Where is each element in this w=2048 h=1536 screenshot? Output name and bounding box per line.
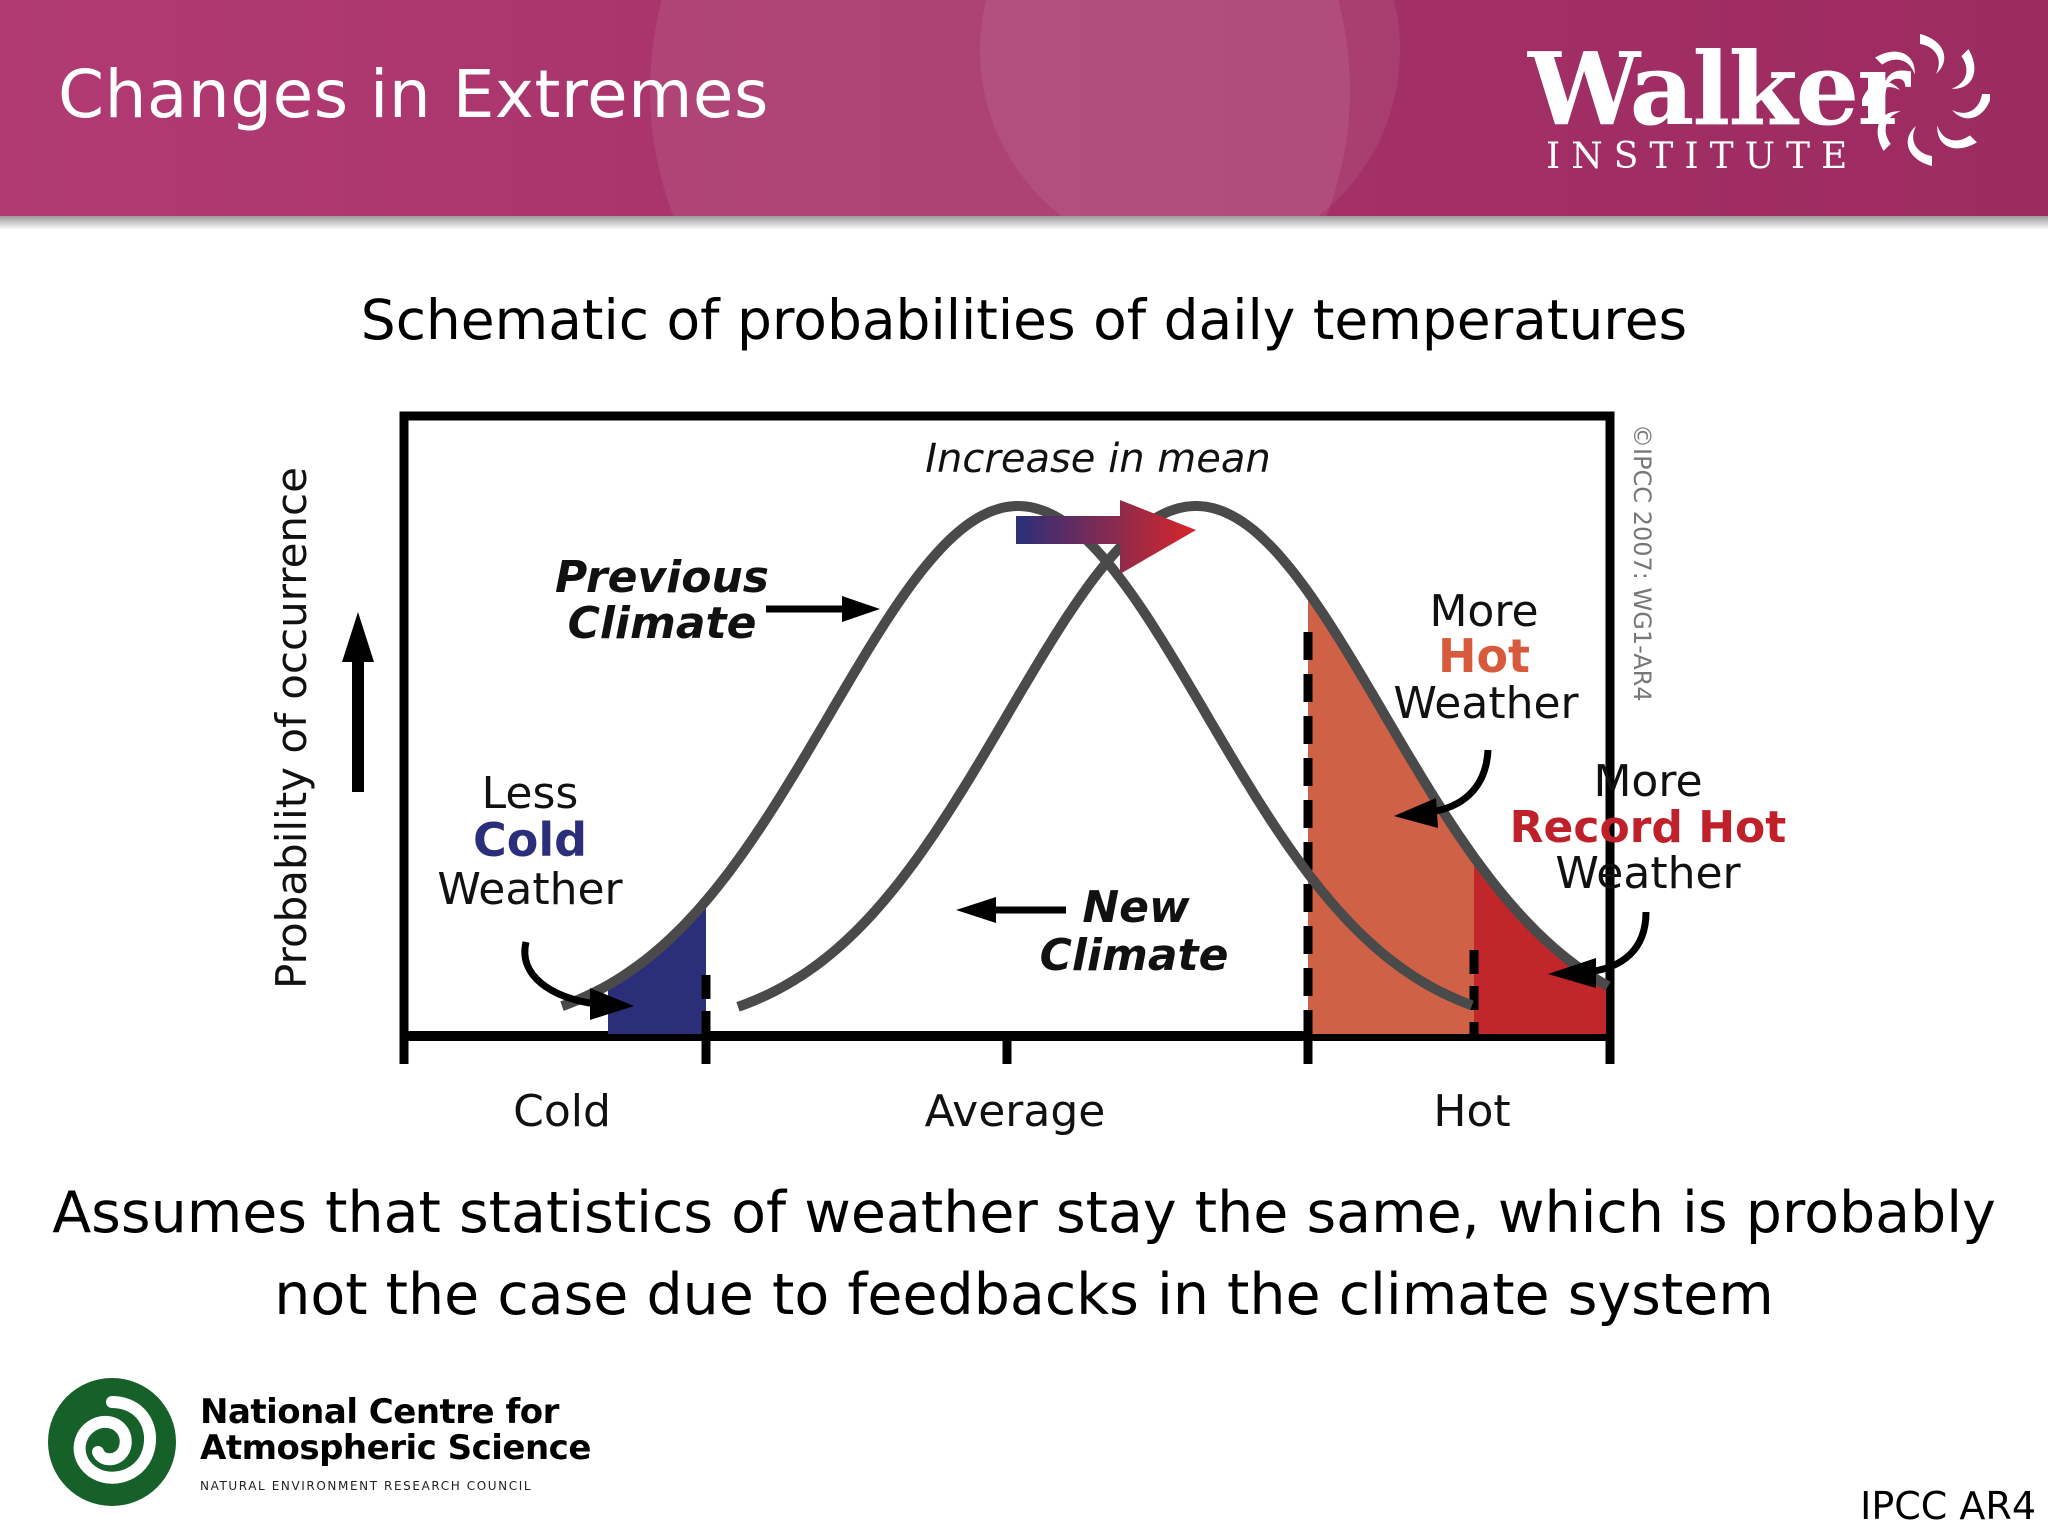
diagram-subtitle: Schematic of probabilities of daily temp… (360, 288, 1688, 352)
previous-climate-label-line1: Previous (555, 552, 769, 603)
more-record-hot-label-line2: Record Hot (1510, 802, 1787, 853)
plot-frame (399, 411, 1615, 1040)
less-cold-curved-arrow-icon (521, 941, 634, 1020)
walker-emblem-icon (1862, 34, 1990, 166)
previous-climate-arrow-icon (766, 596, 880, 622)
copyright-label: ©IPCC 2007: WG1-AR4 (1628, 424, 1656, 702)
increase-in-mean-arrow (1016, 500, 1196, 574)
x-tick-label-hot: Hot (1433, 1086, 1510, 1137)
more-hot-label-line3: Weather (1393, 678, 1579, 729)
previous-climate-curve (560, 500, 1474, 1011)
more-hot-label-line1: More (1429, 586, 1538, 637)
source-label: IPCC AR4 (1860, 1484, 2036, 1528)
header-banner: Changes in Extremes Walker INSTITUTE (0, 0, 2048, 216)
new-climate-curve (736, 501, 1611, 1012)
new-climate-label-line1: New (1082, 882, 1190, 933)
walker-logo-word: Walker (1528, 30, 1910, 148)
ncas-org-subtitle: NATURAL ENVIRONMENT RESEARCH COUNCIL (200, 1479, 533, 1493)
more-hot-label-line2: Hot (1438, 629, 1530, 683)
more-hot-curved-arrow-icon (1394, 749, 1492, 828)
previous-climate-label-line2: Climate (568, 598, 757, 649)
x-tick-label-average: Average (925, 1086, 1106, 1137)
banner-shadow (0, 216, 2048, 230)
increase-in-mean-label: Increase in mean (925, 436, 1271, 482)
less-cold-label-line1: Less (482, 768, 579, 819)
x-tick-label-cold: Cold (513, 1086, 611, 1137)
banner-decoration (980, 0, 1400, 216)
ncas-org-name-line: National Centre for (200, 1392, 559, 1432)
slide-title: Changes in Extremes (58, 56, 769, 133)
more-record-hot-label-line1: More (1593, 756, 1702, 807)
caption: Assumes that statistics of weather stay … (0, 1172, 2048, 1336)
banner-decoration (650, 0, 1350, 216)
less-cold-label-line3: Weather (437, 864, 623, 915)
y-axis-up-arrow-icon (342, 612, 374, 792)
less-cold-label-line2: Cold (473, 813, 587, 867)
caption-line: not the case due to feedbacks in the cli… (274, 1262, 1774, 1328)
caption-line: Assumes that statistics of weather stay … (52, 1180, 1996, 1246)
ncas-logo-icon (48, 1378, 176, 1506)
new-climate-arrow-icon (956, 897, 1066, 923)
new-climate-label-line2: Climate (1040, 930, 1229, 981)
more-record-hot-curved-arrow-icon (1548, 911, 1650, 988)
walker-logo-subword: INSTITUTE (1546, 136, 1859, 177)
ncas-org-name-line: Atmospheric Science (200, 1428, 591, 1468)
ncas-org-name: National Centre for Atmospheric Science (200, 1394, 591, 1466)
more-record-hot-label-line3: Weather (1555, 848, 1741, 899)
y-axis-label: Probability of occurrence (267, 467, 316, 989)
